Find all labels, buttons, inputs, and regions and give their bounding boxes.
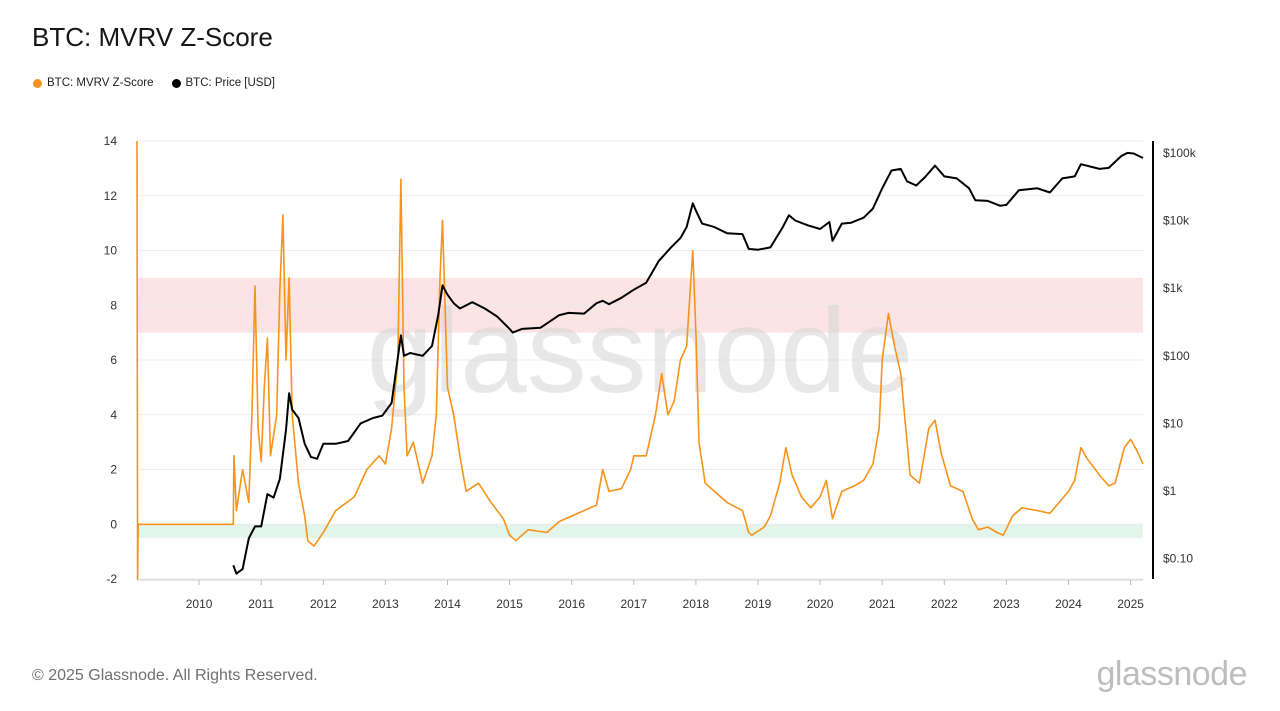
legend-label-price: BTC: Price [USD] (185, 77, 275, 89)
copyright-text: © 2025 Glassnode. All Rights Reserved. (32, 667, 318, 684)
x-tick-3: 2013 (372, 597, 399, 611)
x-tick-6: 2016 (558, 597, 585, 611)
series-line-mvrv (136, 140, 1144, 580)
y-right-tick-1: $10k (1163, 214, 1190, 228)
y-right-tick-6: $0.10 (1163, 552, 1193, 566)
y-left-tick-2: 10 (104, 244, 118, 258)
x-tick-15: 2025 (1117, 597, 1144, 611)
zone-band-1 (137, 524, 1143, 538)
series-line-price (232, 151, 1144, 575)
watermark-text: glassnode (366, 284, 913, 418)
legend-item-price[interactable]: BTC: Price [USD] (171, 77, 275, 89)
x-tick-1: 2011 (248, 597, 274, 611)
x-tick-4: 2014 (434, 597, 461, 611)
legend-dot-price (171, 78, 181, 88)
x-tick-7: 2017 (620, 597, 647, 611)
y-left-tick-6: 2 (110, 463, 117, 477)
y-left-tick-4: 6 (110, 353, 117, 367)
legend-label-mvrv: BTC: MVRV Z-Score (47, 77, 154, 89)
x-tick-9: 2019 (745, 597, 772, 611)
x-tick-0: 2010 (186, 597, 213, 611)
x-tick-5: 2015 (496, 597, 523, 611)
y-right-tick-4: $10 (1163, 416, 1183, 430)
y-left-tick-5: 4 (110, 408, 117, 422)
y-right-tick-5: $1 (1163, 484, 1177, 498)
y-left-tick-3: 8 (110, 298, 117, 312)
x-tick-8: 2018 (683, 597, 710, 611)
brand-logo: glassnode (1096, 655, 1247, 693)
legend: BTC: MVRV Z-Score BTC: Price [USD] (33, 77, 275, 89)
x-tick-11: 2021 (869, 597, 896, 611)
y-left-tick-1: 12 (104, 189, 118, 203)
x-tick-10: 2020 (807, 597, 834, 611)
x-tick-2: 2012 (310, 597, 337, 611)
y-right-tick-3: $100 (1163, 349, 1190, 363)
x-tick-14: 2024 (1055, 597, 1082, 611)
y-right-tick-2: $1k (1163, 281, 1183, 295)
chart-title: BTC: MVRV Z-Score (32, 22, 273, 52)
y-left-tick-7: 0 (110, 517, 117, 531)
x-tick-13: 2023 (993, 597, 1020, 611)
x-tick-12: 2022 (931, 597, 958, 611)
legend-dot-mvrv (33, 78, 42, 88)
legend-item-mvrv[interactable]: BTC: MVRV Z-Score (33, 77, 154, 89)
y-right-tick-0: $100k (1163, 146, 1197, 160)
y-left-tick-0: 14 (104, 134, 118, 148)
y-left-tick-8: -2 (106, 572, 117, 586)
